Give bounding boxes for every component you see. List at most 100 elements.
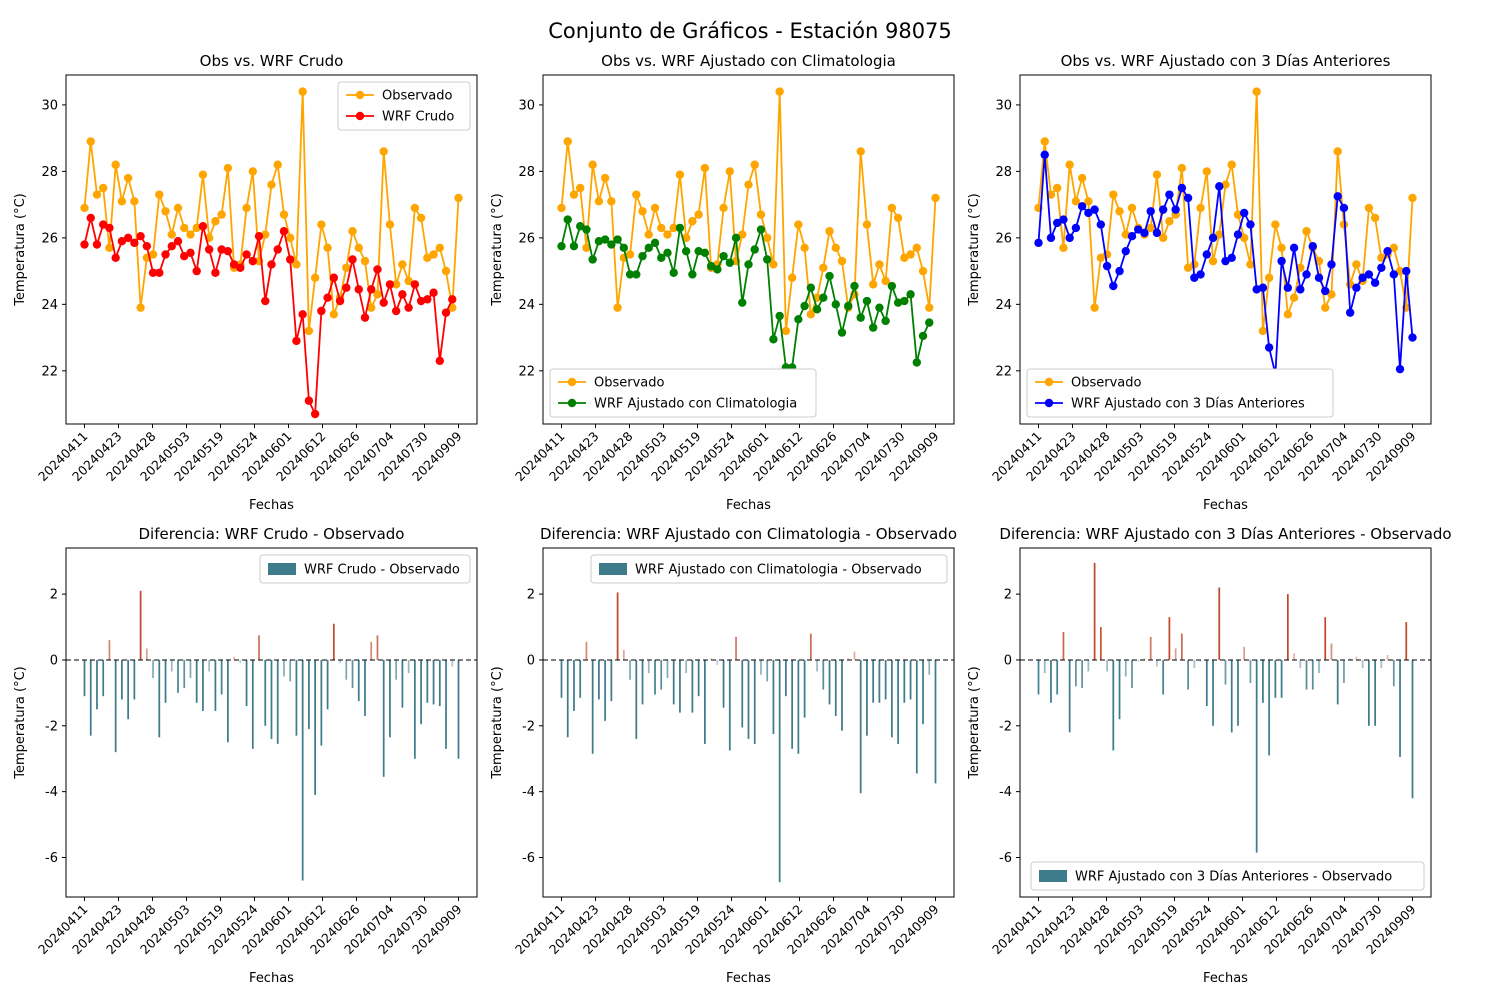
bar xyxy=(1093,562,1096,660)
legend-marker xyxy=(355,90,365,100)
subplot-title: Obs vs. WRF Ajustado con 3 Días Anterior… xyxy=(1061,52,1391,70)
data-point xyxy=(1134,225,1143,234)
bar xyxy=(170,659,173,672)
bar xyxy=(152,659,154,679)
data-point xyxy=(675,170,685,179)
data-point xyxy=(292,260,301,269)
data-point xyxy=(837,256,847,266)
legend-swatch xyxy=(268,563,296,575)
bar xyxy=(591,659,594,754)
data-point xyxy=(862,220,872,229)
bar xyxy=(226,659,229,743)
subplot-4: -6-4-20220240411202404232024042820240503… xyxy=(13,525,478,986)
legend-marker xyxy=(355,111,365,121)
data-point xyxy=(1090,303,1099,312)
bar xyxy=(753,659,756,744)
data-point xyxy=(1352,260,1361,269)
data-point xyxy=(1152,228,1162,238)
data-point xyxy=(267,260,276,269)
bar xyxy=(573,659,575,711)
bar xyxy=(660,659,663,690)
data-point xyxy=(435,243,444,253)
plot-frame xyxy=(542,547,955,898)
data-point xyxy=(868,323,878,332)
bar xyxy=(1156,659,1158,667)
data-point xyxy=(862,296,872,306)
data-point xyxy=(925,318,934,327)
data-point xyxy=(1077,173,1087,183)
bar xyxy=(1124,659,1127,677)
data-point xyxy=(1333,192,1342,201)
data-point xyxy=(582,225,591,234)
y-tick-label: 30 xyxy=(41,98,58,113)
data-point xyxy=(1246,260,1255,269)
data-point xyxy=(644,230,653,239)
data-point xyxy=(787,273,797,282)
bar xyxy=(158,659,161,738)
subplot-1: 2224262830202404112024042320240428202405… xyxy=(13,52,478,513)
bar xyxy=(859,659,862,794)
data-point xyxy=(825,227,834,236)
bar xyxy=(295,659,298,736)
data-point xyxy=(725,258,734,267)
bar xyxy=(716,659,719,665)
data-point xyxy=(329,310,339,319)
legend: WRF Ajustado con Climatologia - Observad… xyxy=(590,554,948,584)
data-point xyxy=(1327,260,1336,269)
data-point xyxy=(192,266,201,276)
data-point xyxy=(738,298,747,307)
bar xyxy=(407,659,410,674)
legend-box xyxy=(1030,861,1425,891)
y-tick-label: 26 xyxy=(518,231,535,246)
data-point xyxy=(354,243,363,253)
bar xyxy=(629,659,631,680)
data-point xyxy=(304,326,314,336)
bar xyxy=(233,656,235,660)
bar xyxy=(1324,617,1327,660)
data-point xyxy=(342,283,351,292)
data-point xyxy=(819,263,828,272)
data-point xyxy=(1395,266,1405,276)
data-point xyxy=(1321,286,1330,296)
bar xyxy=(345,659,348,680)
bar xyxy=(283,659,285,677)
data-point xyxy=(1177,183,1187,193)
data-point xyxy=(130,197,139,206)
data-point xyxy=(1389,243,1399,253)
data-point xyxy=(429,250,438,259)
figure-title: Conjunto de Gráficos - Estación 98075 xyxy=(548,19,952,43)
data-point xyxy=(1115,207,1124,216)
data-point xyxy=(254,232,264,241)
data-point xyxy=(1109,190,1118,199)
bar xyxy=(96,659,98,710)
data-point xyxy=(329,273,339,282)
bar xyxy=(878,659,881,703)
x-axis-label: Fechas xyxy=(249,498,294,513)
data-point xyxy=(310,273,320,282)
data-point xyxy=(632,270,641,279)
bar xyxy=(1106,659,1108,672)
data-point xyxy=(1339,203,1349,213)
bar xyxy=(766,659,769,682)
bar xyxy=(1037,659,1040,695)
data-point xyxy=(607,197,616,206)
bar xyxy=(1224,659,1227,685)
bar xyxy=(1187,659,1189,690)
bar xyxy=(685,659,688,674)
data-point xyxy=(1402,266,1411,276)
bar xyxy=(1112,659,1115,751)
data-point xyxy=(367,285,376,294)
bar xyxy=(1374,659,1376,726)
data-point xyxy=(769,260,778,269)
data-point xyxy=(1264,273,1274,282)
data-point xyxy=(454,193,463,203)
bar xyxy=(457,659,460,759)
data-point xyxy=(700,248,710,258)
y-tick-label: -2 xyxy=(522,719,535,734)
bar xyxy=(183,659,186,688)
y-tick-label: 26 xyxy=(995,231,1012,246)
data-point xyxy=(719,251,728,261)
data-point xyxy=(756,225,766,234)
y-axis-label: Temperatura (°C) xyxy=(13,193,28,306)
bar xyxy=(1330,643,1333,660)
